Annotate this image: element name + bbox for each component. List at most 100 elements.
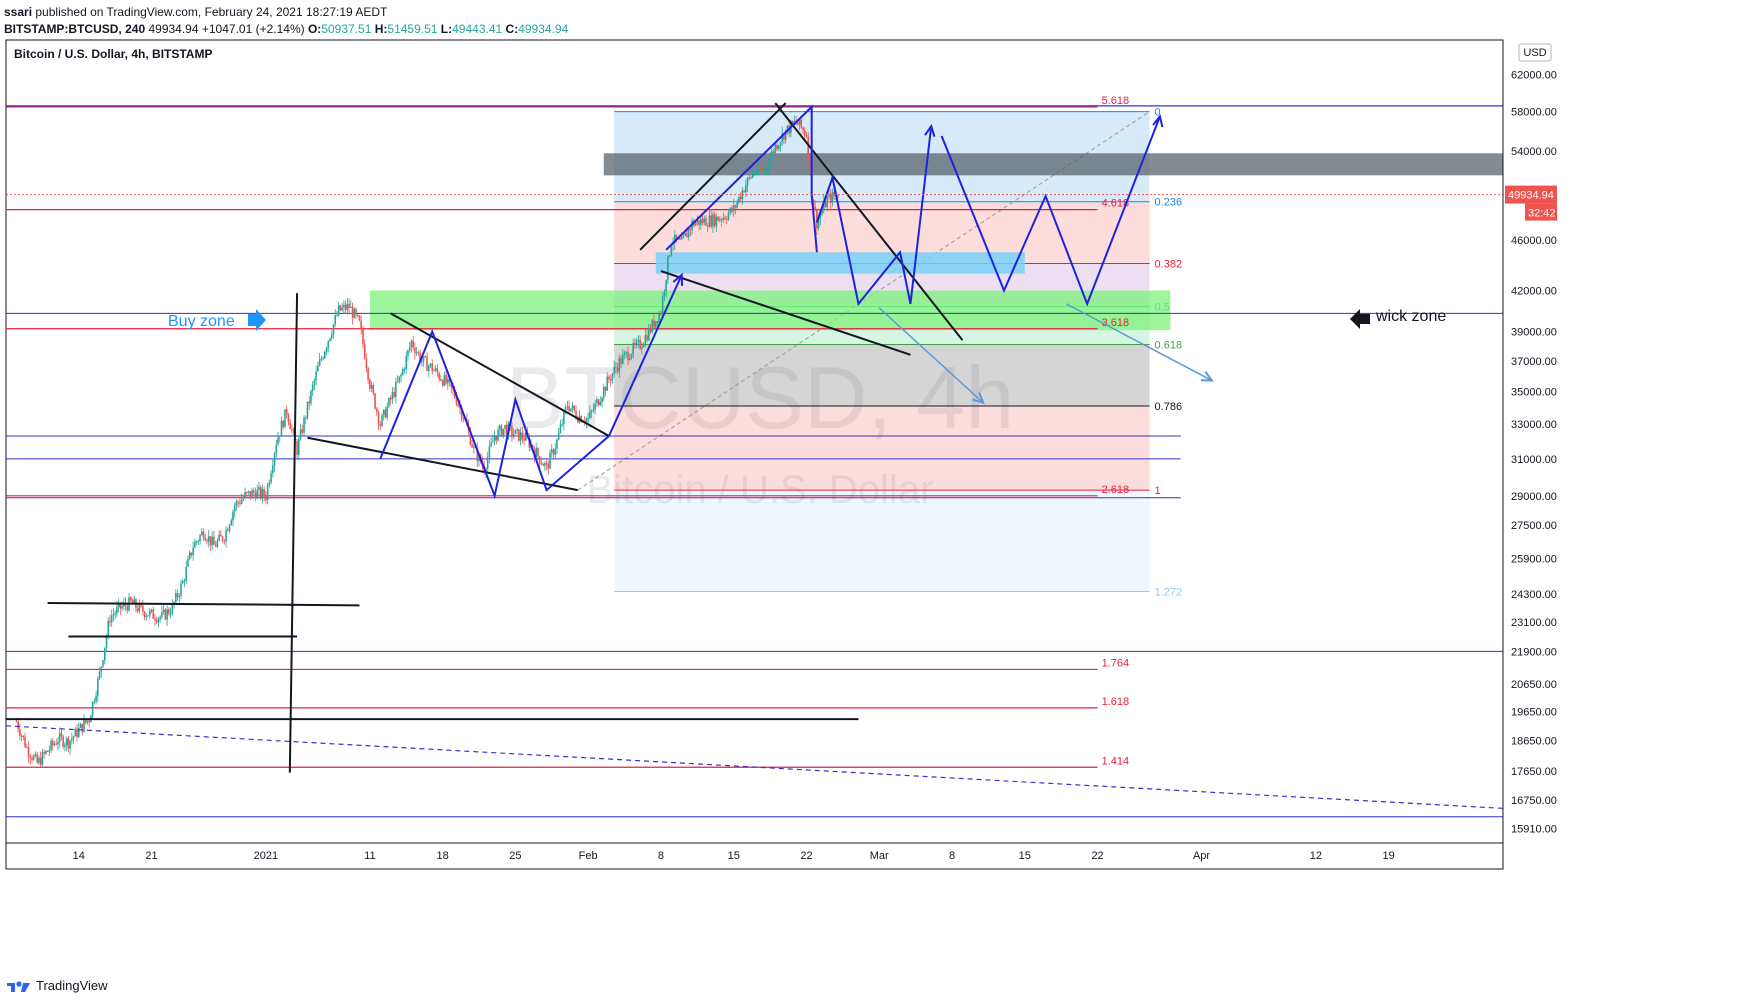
candle-body bbox=[771, 151, 773, 159]
candle-body bbox=[239, 502, 241, 504]
wave-pattern bbox=[665, 104, 818, 253]
candle-body bbox=[653, 320, 655, 328]
candle-body bbox=[306, 401, 309, 418]
fib-level-label: 0.236 bbox=[1155, 197, 1183, 209]
candle-body bbox=[712, 214, 714, 227]
author-name[interactable]: ssari bbox=[4, 5, 33, 19]
candle-body bbox=[440, 378, 442, 381]
time-tick-label: 8 bbox=[949, 850, 955, 862]
candle-body bbox=[769, 158, 771, 168]
currency-badge: USD bbox=[1523, 47, 1546, 59]
candle-body bbox=[639, 340, 641, 349]
light-projection bbox=[878, 307, 984, 404]
candle-body bbox=[103, 647, 106, 661]
candle-body bbox=[630, 354, 633, 359]
candle-body bbox=[190, 552, 193, 556]
candle-body bbox=[443, 375, 446, 386]
candle-body bbox=[396, 381, 399, 383]
candle-body bbox=[545, 463, 548, 465]
price-tick-label: 23100.00 bbox=[1511, 617, 1557, 629]
candle-body bbox=[343, 304, 345, 308]
candle-body bbox=[299, 429, 302, 440]
candle-body bbox=[169, 613, 172, 615]
candle-body bbox=[793, 121, 796, 124]
candle-body bbox=[656, 321, 659, 323]
candle-body bbox=[112, 614, 115, 616]
candle-body bbox=[17, 721, 19, 730]
candle-body bbox=[403, 369, 406, 371]
candle-body bbox=[382, 409, 385, 416]
candle-body bbox=[779, 142, 782, 146]
candle-body bbox=[412, 340, 414, 348]
candle-body bbox=[195, 541, 198, 543]
candle-body bbox=[720, 219, 723, 221]
candle-body bbox=[266, 485, 269, 501]
watermark-symbol: BTCUSD, 4h bbox=[506, 348, 1015, 447]
candle-body bbox=[786, 125, 789, 130]
resistance-zone bbox=[603, 153, 1503, 176]
candle-body bbox=[438, 373, 440, 379]
candle-body bbox=[116, 606, 118, 614]
candle-body bbox=[398, 376, 401, 382]
candle-body bbox=[240, 499, 243, 504]
candle-body bbox=[422, 356, 425, 362]
candle-body bbox=[152, 609, 155, 619]
candle-body bbox=[802, 127, 804, 131]
candle-body bbox=[632, 342, 635, 355]
blue-zone bbox=[655, 252, 1025, 274]
candle-body bbox=[214, 544, 217, 547]
candle-body bbox=[265, 496, 267, 501]
candle-body bbox=[781, 133, 784, 143]
candle-body bbox=[322, 358, 324, 360]
candle-body bbox=[185, 566, 187, 581]
candle-body bbox=[679, 238, 681, 240]
time-tick-label: 25 bbox=[509, 850, 521, 862]
candle-body bbox=[395, 381, 397, 397]
candle-body bbox=[433, 370, 435, 372]
time-axis-frame bbox=[5, 842, 1504, 870]
candle-body bbox=[58, 733, 61, 743]
candle-body bbox=[748, 177, 751, 179]
candle-body bbox=[757, 164, 759, 173]
candle-body bbox=[764, 169, 766, 171]
candle-body bbox=[706, 225, 709, 227]
candle-body bbox=[500, 425, 503, 437]
candle-body bbox=[535, 448, 537, 458]
price-tick-label: 33000.00 bbox=[1511, 419, 1557, 431]
buy-zone-band bbox=[369, 290, 1171, 331]
extension-level-label: 1.414 bbox=[1102, 755, 1130, 767]
candle-body bbox=[337, 305, 340, 316]
candle-body bbox=[145, 615, 148, 618]
candle-body bbox=[745, 185, 747, 193]
candle-body bbox=[831, 192, 834, 203]
candle-body bbox=[268, 482, 271, 486]
candle-body bbox=[374, 393, 376, 409]
candle-body bbox=[180, 583, 182, 596]
candle-body bbox=[670, 244, 673, 256]
candle-body bbox=[330, 334, 333, 339]
footer-brand[interactable]: TradingView bbox=[6, 978, 108, 993]
candle-body bbox=[174, 593, 177, 603]
candle-body bbox=[131, 600, 134, 604]
candle-body bbox=[188, 552, 191, 560]
candle-body bbox=[121, 606, 123, 609]
candle-body bbox=[181, 581, 184, 584]
candle-body bbox=[784, 129, 787, 140]
candle-body bbox=[51, 740, 54, 745]
candle-body bbox=[136, 607, 139, 612]
candle-body bbox=[524, 432, 527, 441]
candle-body bbox=[753, 172, 756, 174]
candle-body bbox=[332, 324, 335, 335]
candle-body bbox=[431, 363, 434, 372]
high-label: H: bbox=[374, 22, 388, 36]
price-tick-label: 15910.00 bbox=[1511, 824, 1557, 836]
candle-body bbox=[478, 454, 480, 462]
candle-body bbox=[39, 757, 42, 765]
candle-body bbox=[48, 750, 51, 752]
candle-body bbox=[317, 365, 319, 372]
candle-body bbox=[310, 390, 312, 404]
time-tick-label: 19 bbox=[1383, 850, 1395, 862]
candle-body bbox=[765, 168, 768, 170]
candle-body bbox=[724, 217, 726, 220]
